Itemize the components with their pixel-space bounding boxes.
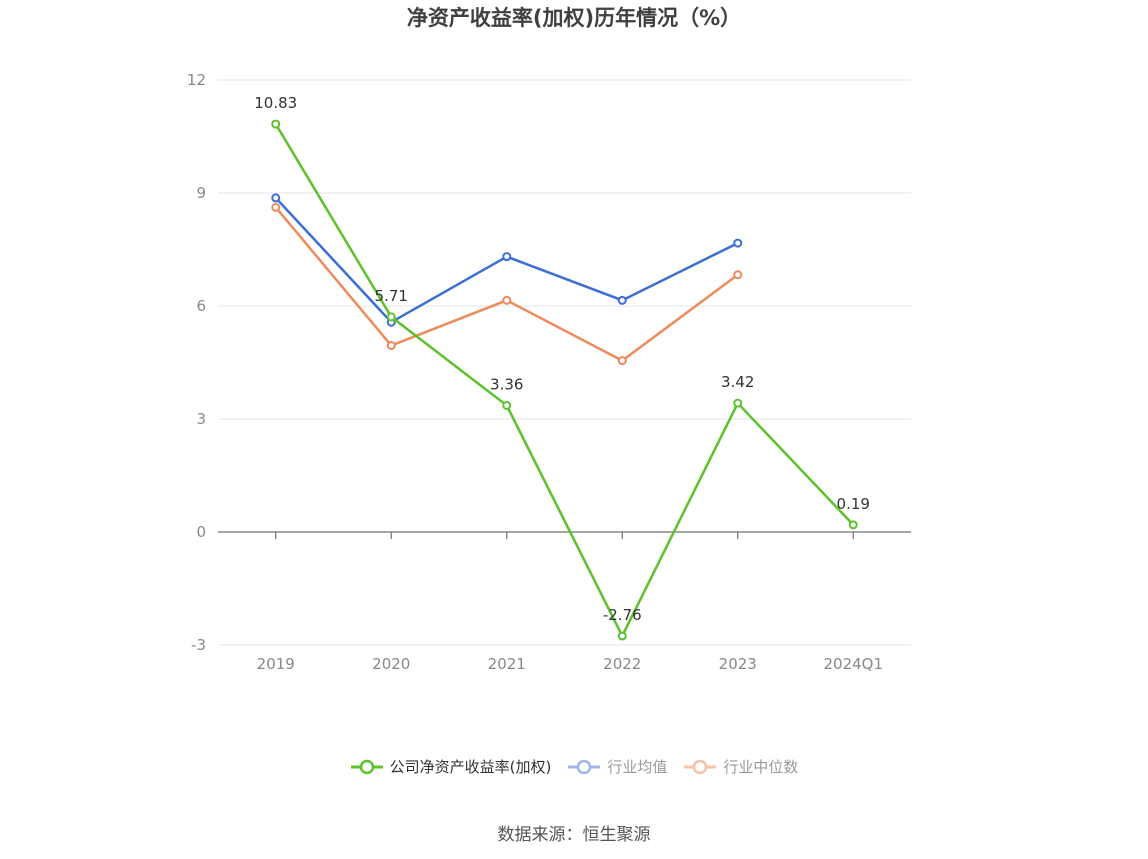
chart-title: 净资产收益率(加权)历年情况（%） (406, 6, 742, 30)
data-label: 10.83 (254, 94, 297, 112)
data-label: 5.71 (375, 287, 408, 305)
y-tick-label: 6 (196, 297, 206, 315)
x-tick-label: 2021 (488, 655, 526, 673)
line-chart: -3 0 3 6 9 12 2019 2020 2021 2022 2023 2024Q1 10.83… (187, 71, 911, 673)
y-tick-label: 9 (196, 184, 206, 202)
y-tick-label: 12 (187, 71, 206, 89)
legend-label-industry-median: 行业中位数 (723, 758, 799, 776)
legend-item-company-roe[interactable]: 公司净资产收益率(加权) (350, 756, 552, 777)
data-point-0 (617, 631, 627, 641)
legend-marker-industry-median (684, 759, 717, 774)
legend-label-industry-mean: 行业均值 (607, 758, 668, 776)
data-point-0 (271, 119, 281, 129)
x-tick-label: 2022 (603, 655, 641, 673)
data-point-2 (502, 295, 512, 305)
legend-item-industry-mean[interactable]: 行业均值 (567, 756, 667, 777)
data-point-2 (386, 341, 396, 351)
series-line-2 (274, 206, 739, 362)
data-point-2 (617, 356, 627, 366)
legend-marker-company-roe (350, 759, 383, 774)
data-point-2 (733, 270, 743, 280)
axis-layer: -3 0 3 6 9 12 2019 2020 2021 2022 2023 2024Q1 (187, 71, 911, 673)
data-point-2 (271, 202, 281, 212)
data-point-1 (617, 295, 627, 305)
x-tick-label: 2020 (372, 655, 410, 673)
data-point-0 (848, 520, 858, 530)
data-label: 3.36 (490, 375, 523, 393)
legend-marker-industry-mean (568, 759, 601, 774)
data-point-0 (502, 400, 512, 410)
y-tick-label: 0 (196, 523, 206, 541)
x-tick-label: 2019 (257, 655, 295, 673)
data-label: 3.42 (721, 373, 754, 391)
source-note: 数据来源：恒生聚源 (497, 825, 651, 845)
data-point-1 (502, 252, 512, 262)
data-point-1 (271, 193, 281, 203)
y-tick-label: -3 (191, 636, 206, 654)
data-point-0 (733, 398, 743, 408)
series-layer (271, 119, 858, 641)
x-tick-label: 2023 (719, 655, 757, 673)
y-tick-label: 3 (196, 410, 206, 428)
data-point-0 (386, 312, 396, 322)
legend-item-industry-median[interactable]: 行业中位数 (683, 756, 798, 777)
x-tick-label: 2024Q1 (823, 655, 883, 673)
legend-label-company-roe: 公司净资产收益率(加权) (389, 758, 552, 776)
grid-layer (218, 79, 911, 646)
data-label-layer: 10.83 5.71 3.36 -2.76 3.42 0.19 (254, 94, 870, 624)
series-line-0 (274, 123, 855, 638)
data-label: -2.76 (603, 606, 642, 624)
legend: 公司净资产收益率(加权) 行业均值 行业中位数 (0, 756, 1148, 777)
data-point-1 (733, 238, 743, 248)
data-label: 0.19 (837, 495, 870, 513)
